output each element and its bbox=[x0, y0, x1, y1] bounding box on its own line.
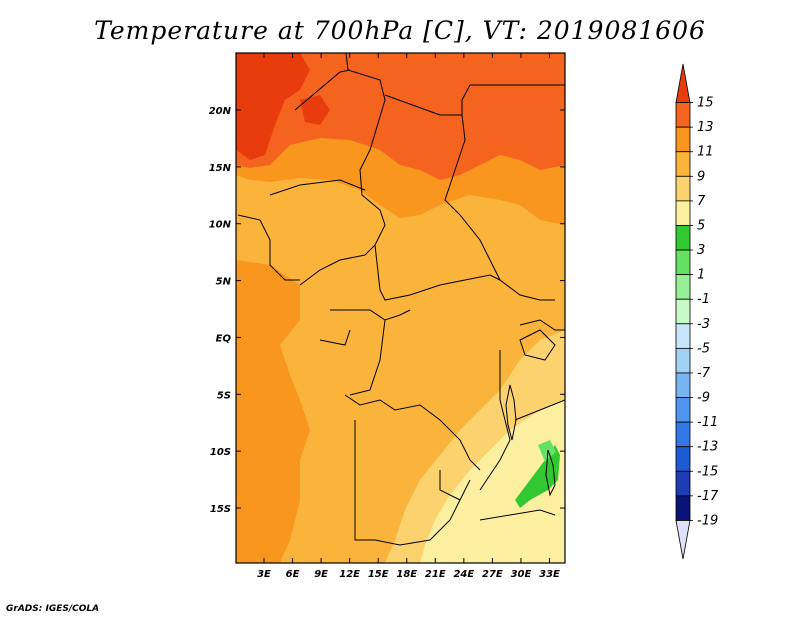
lakes bbox=[505, 329, 556, 497]
colorbar-segment bbox=[675, 421, 691, 448]
colorbar-segment bbox=[675, 63, 691, 103]
colorbar-segment bbox=[675, 347, 691, 374]
colorbar-segment bbox=[675, 298, 691, 325]
colorbar-label: -5 bbox=[697, 341, 710, 356]
lon-label: 30E bbox=[511, 569, 532, 580]
colorbar-label: -17 bbox=[697, 489, 719, 504]
colorbar-segment bbox=[675, 446, 691, 472]
map-frame bbox=[235, 52, 566, 564]
lat-label: 10N bbox=[209, 220, 232, 231]
lat-label: 15S bbox=[210, 504, 231, 515]
lon-label: 27E bbox=[482, 569, 503, 580]
colorbar-label: -11 bbox=[697, 415, 718, 430]
colorbar-label: 7 bbox=[697, 194, 706, 209]
lon-label: 33E bbox=[539, 569, 560, 580]
map-title: Temperature at 700hPa [C], VT: 201908160… bbox=[94, 16, 706, 45]
lat-label: 5S bbox=[217, 390, 231, 401]
lon-label: 12E bbox=[339, 569, 360, 580]
colorbar-label: 15 bbox=[697, 96, 714, 111]
lat-label: 5N bbox=[216, 277, 232, 288]
colorbar-label: 3 bbox=[697, 243, 705, 258]
temperature-field bbox=[236, 53, 565, 563]
colorbar-segment bbox=[675, 520, 691, 560]
colorbar-segment bbox=[675, 126, 691, 153]
colorbar-label: 13 bbox=[697, 120, 714, 135]
lat-label: 15N bbox=[209, 163, 232, 174]
colorbar-segment bbox=[675, 102, 691, 128]
colorbar-label: -7 bbox=[697, 366, 711, 381]
colorbar-label: 9 bbox=[697, 169, 705, 184]
colorbar-label: -1 bbox=[697, 292, 710, 307]
colorbar bbox=[675, 63, 691, 560]
colorbar-label: 11 bbox=[697, 145, 714, 160]
lon-label: 15E bbox=[368, 569, 389, 580]
credit-text: GrADS: IGES/COLA bbox=[6, 604, 100, 614]
lon-label: 21E bbox=[425, 569, 446, 580]
colorbar-segment bbox=[675, 274, 691, 300]
lat-label: 20N bbox=[209, 106, 232, 117]
colorbar-segment bbox=[675, 323, 691, 349]
colorbar-label: -3 bbox=[697, 317, 710, 332]
colorbar-segment bbox=[675, 225, 691, 251]
colorbar-segment bbox=[675, 151, 691, 177]
colorbar-segment bbox=[675, 372, 691, 398]
colorbar-segment bbox=[675, 397, 691, 423]
lon-label: 9E bbox=[314, 569, 328, 580]
colorbar-label: -19 bbox=[697, 513, 718, 528]
colorbar-label: -15 bbox=[697, 464, 718, 479]
colorbar-segment bbox=[675, 495, 691, 521]
colorbar-segment bbox=[675, 470, 691, 497]
colorbar-segment bbox=[675, 200, 691, 226]
lat-label: 10S bbox=[210, 447, 231, 458]
lat-label: EQ bbox=[216, 333, 232, 344]
colorbar-label: 1 bbox=[697, 268, 705, 283]
lon-label: 18E bbox=[396, 569, 417, 580]
colorbar-label: 5 bbox=[697, 218, 705, 233]
country-borders bbox=[237, 53, 565, 546]
lon-label: 6E bbox=[286, 569, 300, 580]
colorbar-segment bbox=[675, 175, 691, 202]
lon-label: 24E bbox=[453, 569, 474, 580]
lon-label: 3E bbox=[257, 569, 271, 580]
colorbar-label: -13 bbox=[697, 440, 718, 455]
colorbar-label: -9 bbox=[697, 391, 710, 406]
colorbar-segment bbox=[675, 249, 691, 276]
